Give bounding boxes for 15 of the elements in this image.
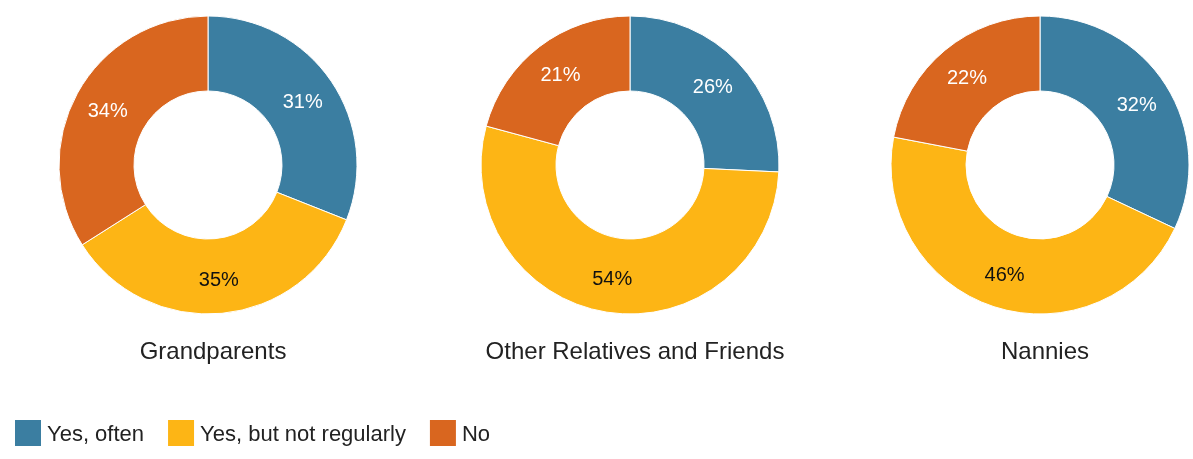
data-label: 21% bbox=[540, 63, 581, 86]
legend-label: No bbox=[461, 420, 491, 446]
text: Other Relatives and Friends bbox=[485, 336, 785, 364]
data-label: 46% bbox=[984, 262, 1025, 285]
data-label: 34% bbox=[87, 98, 128, 121]
data-label: 26% bbox=[692, 74, 734, 97]
text: Nannies bbox=[1000, 336, 1090, 364]
data-label: 35% bbox=[198, 267, 240, 290]
legend-label: Yes, often bbox=[47, 420, 145, 446]
data-label: 31% bbox=[282, 89, 323, 112]
data-label: 32% bbox=[1116, 92, 1157, 115]
data-label: 54% bbox=[592, 267, 633, 290]
text: Grandparents bbox=[139, 336, 287, 364]
data-label: 22% bbox=[947, 65, 988, 88]
legend-label: Yes, but not regularly bbox=[200, 420, 406, 446]
